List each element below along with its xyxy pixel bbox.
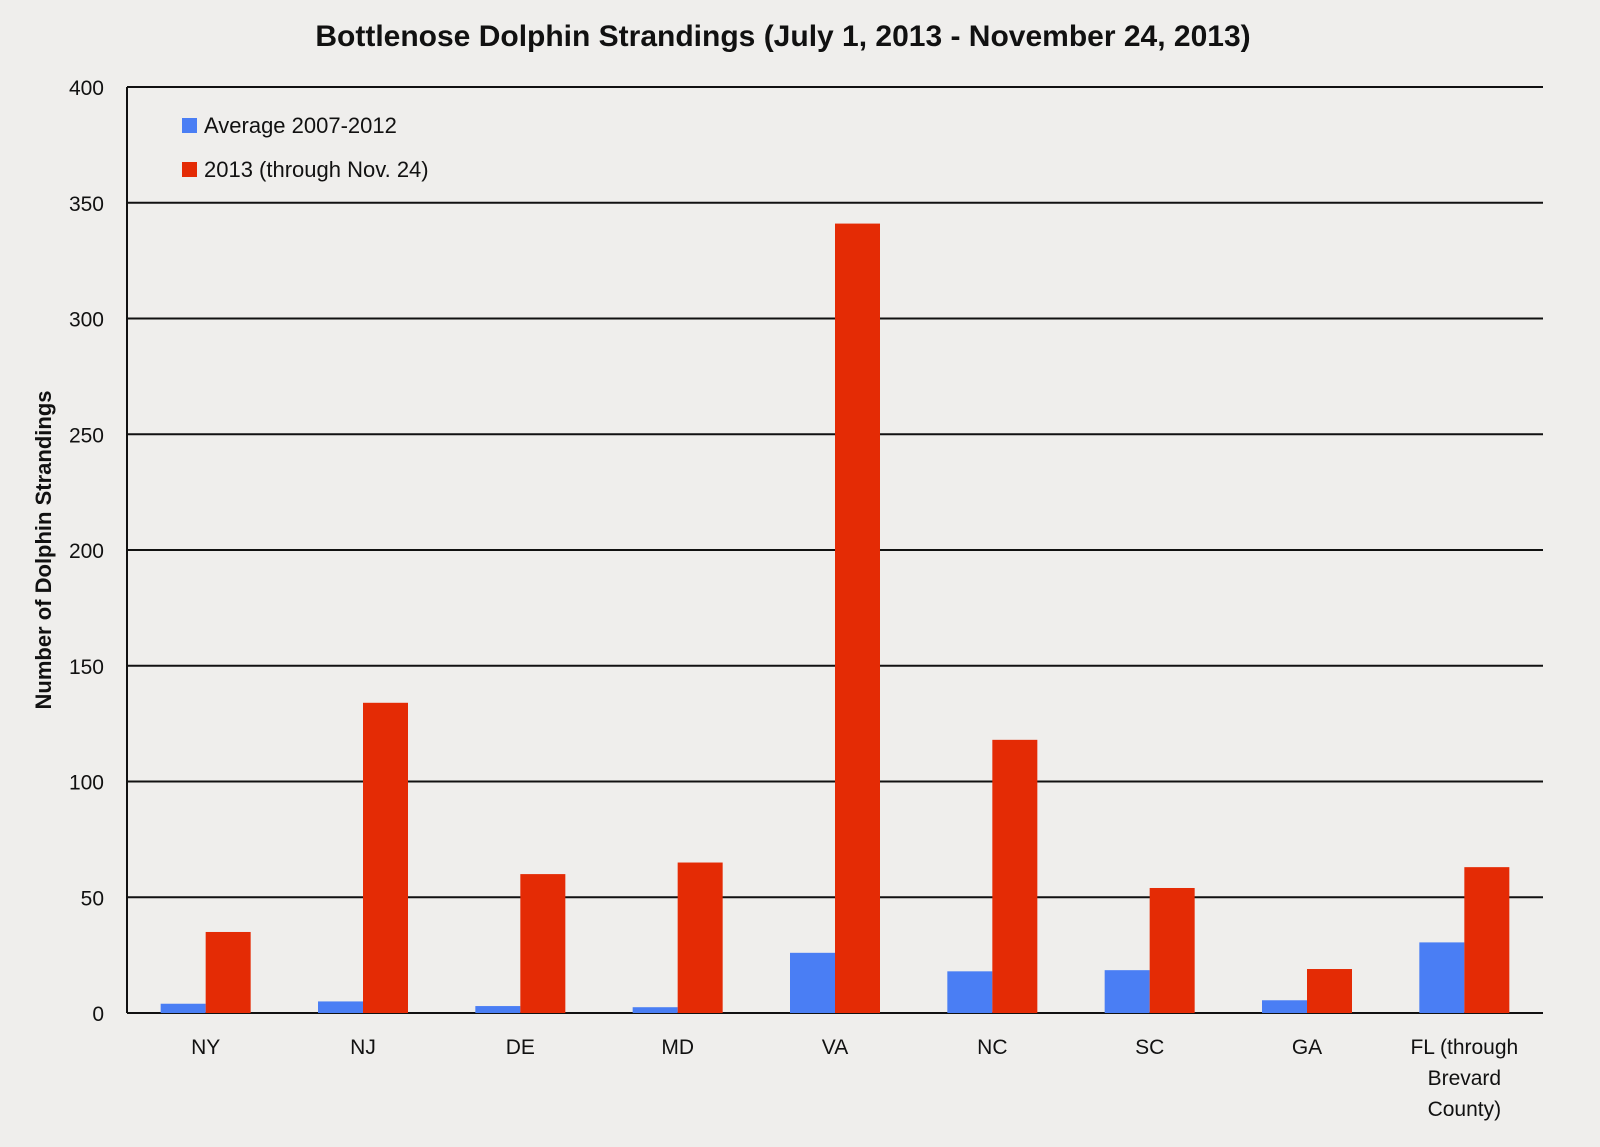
y-tick-label-50: 50 — [81, 887, 104, 910]
legend-label-1: 2013 (through Nov. 24) — [204, 157, 429, 182]
x-tick-label-6-0: SC — [1135, 1036, 1164, 1059]
bar-2013-1 — [363, 702, 408, 1013]
bar-average-6 — [1104, 970, 1150, 1013]
y-axis-label: Number of Dolphin Strandings — [31, 391, 56, 710]
y-tick-label-400: 400 — [69, 77, 104, 100]
bar-2013-2 — [520, 874, 566, 1013]
bar-average-0 — [160, 1003, 206, 1013]
chart-title: Bottlenose Dolphin Strandings (July 1, 2… — [315, 20, 1250, 53]
bar-2013-5 — [992, 739, 1038, 1013]
x-tick-label-8-2: County) — [1428, 1098, 1502, 1121]
bar-2013-4 — [835, 223, 880, 1013]
y-tick-label-250: 250 — [69, 424, 104, 447]
legend-swatch-1 — [182, 162, 197, 177]
bar-average-3 — [632, 1007, 678, 1013]
x-tick-label-8-1: Brevard — [1428, 1067, 1502, 1090]
bar-2013-8 — [1464, 867, 1510, 1013]
bar-2013-3 — [677, 862, 723, 1013]
y-tick-label-350: 350 — [69, 193, 104, 216]
bar-average-2 — [475, 1006, 521, 1013]
x-tick-label-0-0: NY — [191, 1036, 220, 1059]
bar-2013-6 — [1149, 887, 1195, 1013]
legend-swatch-0 — [182, 118, 197, 133]
y-tick-label-100: 100 — [69, 772, 104, 795]
bar-average-7 — [1262, 1000, 1307, 1013]
legend-label-0: Average 2007-2012 — [204, 113, 397, 138]
y-tick-label-200: 200 — [69, 540, 104, 563]
bar-average-1 — [318, 1001, 363, 1013]
y-tick-label-150: 150 — [69, 656, 104, 679]
x-tick-label-4-0: VA — [822, 1036, 848, 1059]
y-tick-label-0: 0 — [92, 1003, 104, 1026]
x-tick-label-7-0: GA — [1292, 1036, 1322, 1059]
x-tick-label-2-0: DE — [506, 1036, 535, 1059]
bar-average-5 — [947, 971, 993, 1013]
x-tick-label-8-0: FL (through — [1410, 1036, 1518, 1059]
bar-average-8 — [1419, 942, 1465, 1013]
x-tick-label-5-0: NC — [977, 1036, 1007, 1059]
x-tick-label-1-0: NJ — [350, 1036, 376, 1059]
y-tick-label-300: 300 — [69, 309, 104, 332]
bar-2013-0 — [205, 931, 251, 1013]
x-tick-label-3-0: MD — [661, 1036, 694, 1059]
bar-2013-7 — [1307, 969, 1352, 1013]
bar-average-4 — [790, 952, 835, 1013]
